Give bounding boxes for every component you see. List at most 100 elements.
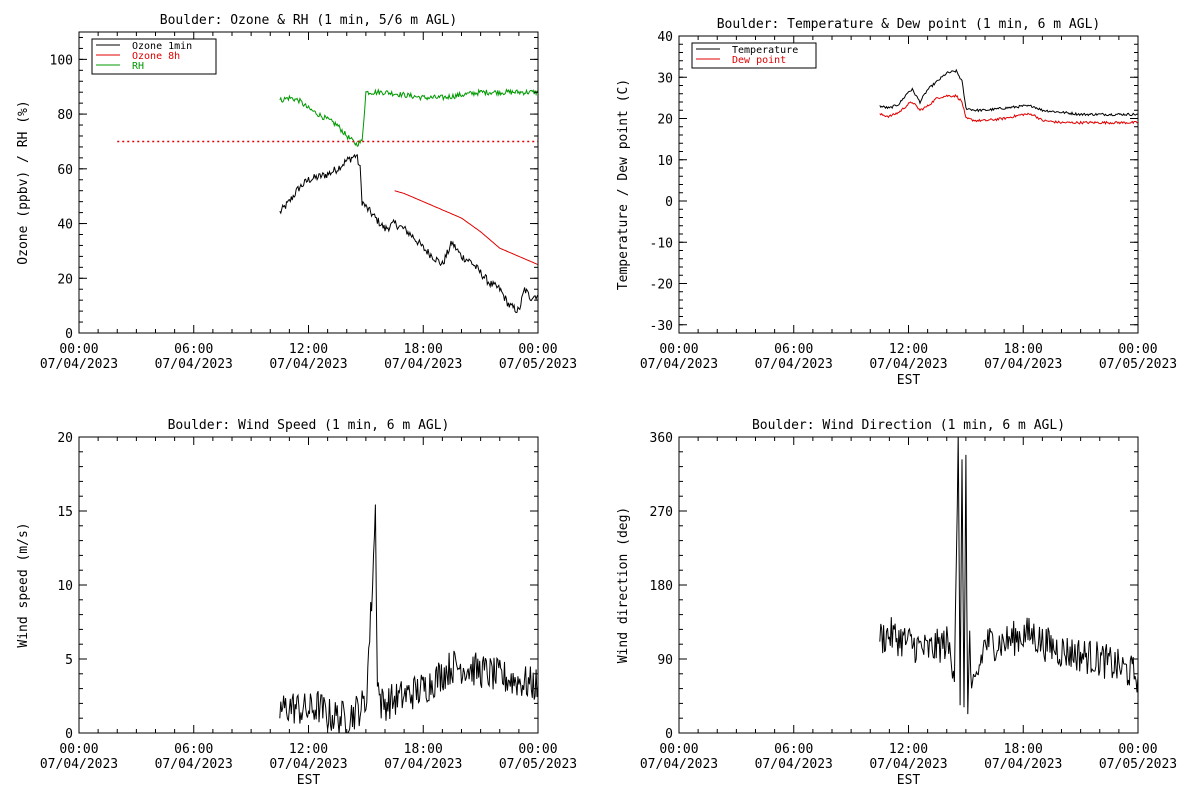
y-tick-label: -10 [650,236,673,251]
x-tick-time: 12:00 [289,342,328,357]
x-tick-date: 07/04/2023 [755,757,833,772]
y-tick-label: 90 [657,653,673,668]
x-tick-time: 18:00 [1004,342,1043,357]
series-line-rh [279,88,538,147]
x-tick-time: 00:00 [659,342,698,357]
y-tick-label: 15 [57,505,73,520]
chart-title: Boulder: Wind Speed (1 min, 6 m AGL) [168,418,450,433]
x-axis-label: EST [297,773,321,788]
x-tick-date: 07/04/2023 [384,757,462,772]
y-tick-label: 5 [65,653,73,668]
x-tick-time: 18:00 [404,742,443,757]
x-tick-time: 00:00 [518,742,557,757]
chart-title: Boulder: Wind Direction (1 min, 6 m AGL) [752,418,1065,433]
x-tick-date: 07/05/2023 [499,757,577,772]
x-tick-date: 07/05/2023 [1099,357,1177,372]
y-axis-label: Ozone (ppbv) / RH (%) [16,100,31,264]
x-tick-date: 07/04/2023 [269,757,347,772]
x-tick-date: 07/04/2023 [40,357,118,372]
y-tick-label: 180 [650,579,673,594]
y-tick-label: 40 [657,30,673,45]
series-line-temperature [879,68,1138,117]
chart-panel-2: Boulder: Temperature & Dew point (1 min,… [616,17,1177,388]
x-tick-time: 00:00 [59,342,98,357]
x-tick-date: 07/04/2023 [869,757,947,772]
y-axis-label: Wind direction (deg) [616,507,631,664]
plot-frame [678,436,1139,734]
x-tick-time: 18:00 [404,342,443,357]
chart-title: Boulder: Ozone & RH (1 min, 5/6 m AGL) [160,13,457,28]
y-axis-label: Temperature / Dew point (C) [616,79,631,290]
legend-label: Ozone 8h [132,51,180,62]
y-tick-label: 20 [57,431,73,446]
x-tick-time: 06:00 [774,742,813,757]
x-tick-time: 06:00 [774,342,813,357]
series-line-ozone-8h [394,190,538,266]
legend-label: Ozone 1min [132,41,192,52]
y-tick-label: 0 [665,727,673,742]
plot-frame [678,35,1139,334]
chart-title: Boulder: Temperature & Dew point (1 min,… [717,17,1101,32]
x-tick-time: 00:00 [518,342,557,357]
series-line-data-1 [879,437,1138,715]
chart-panel-3: Boulder: Wind Speed (1 min, 6 m AGL) 0 5 10… [16,418,577,788]
y-tick-label: -20 [650,278,673,293]
y-tick-label: 100 [50,53,73,68]
x-tick-time: 06:00 [174,742,213,757]
y-tick-label: 0 [65,727,73,742]
y-tick-label: 10 [57,579,73,594]
x-tick-time: 00:00 [659,742,698,757]
series-group [879,437,1138,715]
y-tick-label: 30 [657,71,673,86]
chart-panel-1: Boulder: Ozone & RH (1 min, 5/6 m AGL) 0 2… [16,13,577,372]
series-group [879,68,1138,126]
x-tick-date: 07/04/2023 [40,757,118,772]
y-tick-label: 40 [57,218,73,233]
plot-frame [78,31,539,334]
x-tick-time: 00:00 [59,742,98,757]
x-tick-date: 07/04/2023 [269,357,347,372]
legend-label: RH [132,61,144,72]
y-tick-label: 0 [65,327,73,342]
series-group [279,88,538,314]
series-line-ozone-1min [279,153,538,314]
y-tick-label: -30 [650,319,673,334]
plot-frame [78,436,539,734]
x-tick-time: 06:00 [174,342,213,357]
y-tick-label: 80 [57,108,73,123]
y-tick-label: 0 [665,195,673,210]
y-tick-label: 10 [657,154,673,169]
series-group [279,504,538,733]
x-tick-time: 18:00 [1004,742,1043,757]
x-tick-time: 12:00 [289,742,328,757]
y-tick-label: 270 [650,505,673,520]
x-tick-time: 00:00 [1118,742,1157,757]
x-tick-date: 07/04/2023 [984,357,1062,372]
x-tick-date: 07/04/2023 [155,757,233,772]
y-tick-label: 60 [57,163,73,178]
x-tick-date: 07/05/2023 [1099,757,1177,772]
x-tick-date: 07/04/2023 [640,357,718,372]
y-tick-label: 360 [650,431,673,446]
legend-label: Dew point [732,55,786,66]
legend-box [691,42,817,69]
y-axis-label: Wind speed (m/s) [16,522,31,647]
x-tick-time: 00:00 [1118,342,1157,357]
x-tick-date: 07/04/2023 [984,757,1062,772]
x-axis-label: EST [897,773,921,788]
x-tick-date: 07/04/2023 [755,357,833,372]
chart-panel-4: Boulder: Wind Direction (1 min, 6 m AGL)… [616,418,1177,788]
y-tick-label: 20 [657,113,673,128]
x-tick-time: 12:00 [889,742,928,757]
x-tick-date: 07/05/2023 [499,357,577,372]
series-line-dew-point [879,93,1138,126]
x-tick-time: 12:00 [889,342,928,357]
x-tick-date: 07/04/2023 [869,357,947,372]
x-tick-date: 07/04/2023 [155,357,233,372]
series-line-data-1 [279,504,538,733]
x-axis-label: EST [897,373,921,388]
legend-label: Temperature [732,45,798,56]
